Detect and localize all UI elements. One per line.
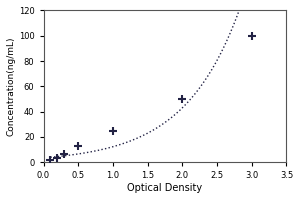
Y-axis label: Concentration(ng/mL): Concentration(ng/mL)	[7, 37, 16, 136]
X-axis label: Optical Density: Optical Density	[128, 183, 202, 193]
